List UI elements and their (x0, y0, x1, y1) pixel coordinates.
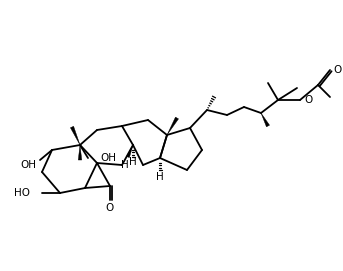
Text: O: O (106, 203, 114, 213)
Text: OH: OH (20, 160, 36, 170)
Text: HO: HO (14, 188, 30, 198)
Text: O: O (334, 65, 342, 75)
Text: O: O (304, 95, 312, 105)
Polygon shape (78, 145, 82, 160)
Text: OH: OH (100, 153, 116, 163)
Polygon shape (167, 117, 178, 135)
Text: H: H (129, 157, 137, 167)
Text: H: H (121, 160, 129, 170)
Text: H: H (156, 172, 164, 182)
Polygon shape (261, 113, 270, 127)
Polygon shape (127, 145, 133, 157)
Polygon shape (70, 126, 80, 145)
